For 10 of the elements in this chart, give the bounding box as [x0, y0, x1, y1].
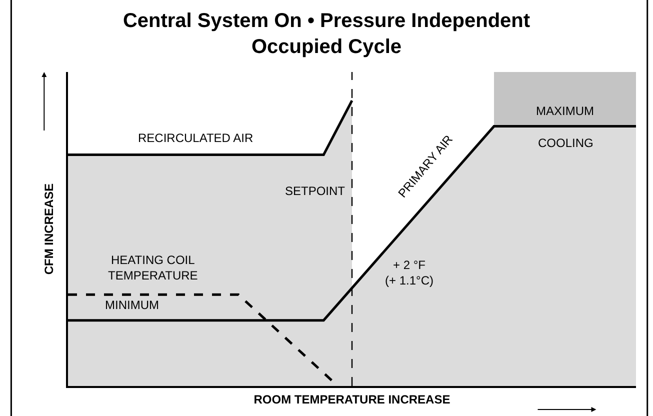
chart-title: Central System On • Pressure Independent Occupied Cycle: [122, 10, 530, 58]
annotation: MAXIMUM: [536, 104, 594, 118]
annotation: COOLING: [538, 136, 594, 150]
annotation: MINIMUM: [105, 298, 159, 312]
x-axis-title: ROOM TEMPERATURE INCREASE: [254, 392, 450, 407]
annotation: SETPOINT: [285, 184, 346, 198]
y-axis-title: CFM INCREASE: [42, 183, 56, 275]
series-label: HEATING COIL TEMPERATURE: [108, 253, 198, 283]
annotation: + 2 °F (+ 1.1°C): [385, 258, 434, 288]
series-label: RECIRCULATED AIR: [138, 131, 254, 145]
